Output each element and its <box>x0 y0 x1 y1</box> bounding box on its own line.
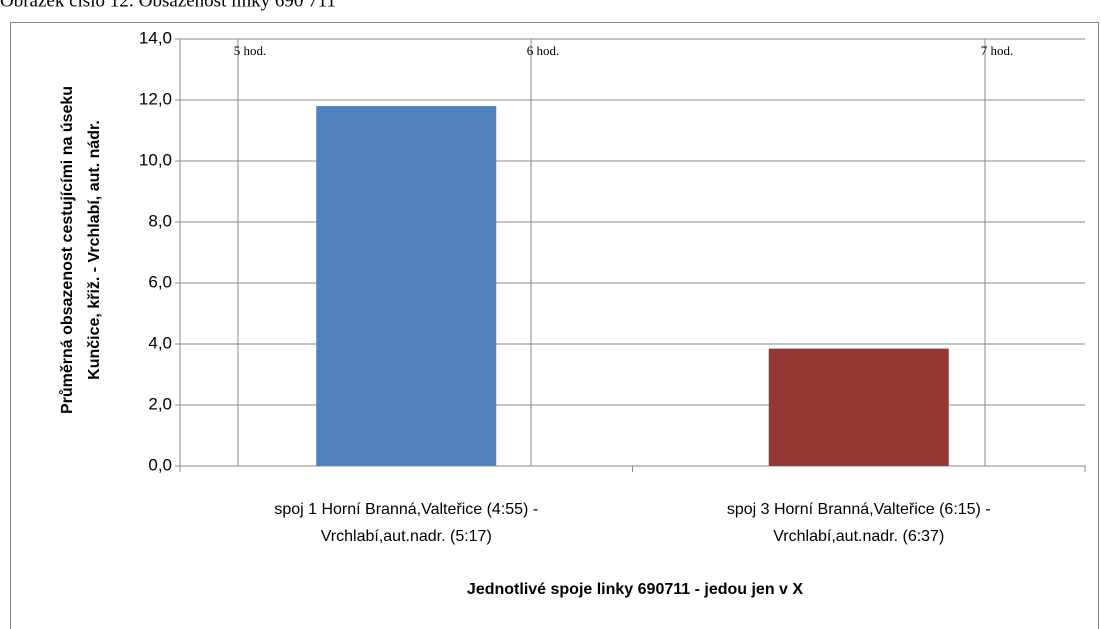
hour-label: 7 hod. <box>981 43 1014 58</box>
y-tick-label: 10,0 <box>139 150 172 169</box>
x-tick-label: Vrchlabí,aut.nadr. (5:17) <box>321 528 492 545</box>
y-axis-title: Průměrná obsazenost cestujícími na úseku… <box>59 86 103 414</box>
chart-border <box>10 22 1099 629</box>
x-axis-title: Jednotlivé spoje linky 690711 - jedou je… <box>467 581 803 598</box>
bar <box>768 348 949 466</box>
x-tick-label: Vrchlabí,aut.nadr. (6:37) <box>773 528 944 545</box>
y-axis-title-line: Kunčice, křiž. - Vrchlabí, aut. nádr. <box>86 120 103 380</box>
y-tick-label: 6,0 <box>148 272 172 291</box>
y-tick-label: 2,0 <box>148 394 172 413</box>
x-tick-label: spoj 3 Horní Branná,Valteřice (6:15) - <box>727 501 991 518</box>
bar <box>316 106 497 466</box>
y-tick-label: 8,0 <box>148 211 172 230</box>
y-tick-label: 4,0 <box>148 333 172 352</box>
y-tick-label: 12,0 <box>139 89 172 108</box>
y-tick-label: 0,0 <box>148 455 172 474</box>
y-axis-title-line: Průměrná obsazenost cestujícími na úseku <box>59 86 76 414</box>
x-tick-label: spoj 1 Horní Branná,Valteřice (4:55) - <box>274 501 538 518</box>
hour-label: 5 hod. <box>234 43 267 58</box>
hour-label: 6 hod. <box>527 43 560 58</box>
y-tick-label: 14,0 <box>139 28 172 47</box>
caption: Obrázek číslo 12: Obsazenost linky 690 7… <box>0 0 336 11</box>
